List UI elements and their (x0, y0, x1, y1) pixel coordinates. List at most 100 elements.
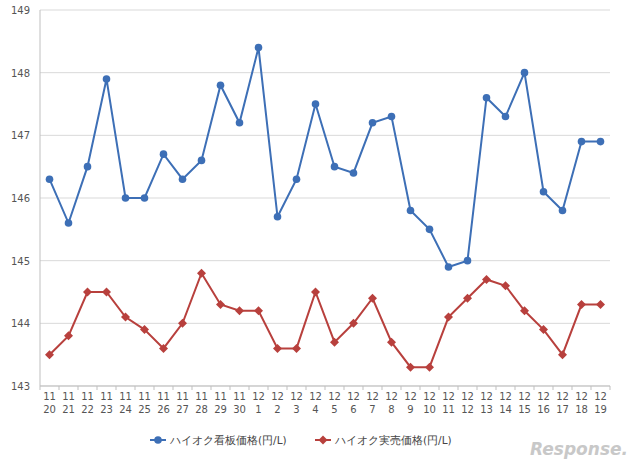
data-point (425, 363, 434, 372)
data-point (426, 226, 434, 234)
x-tick (477, 386, 478, 390)
x-tick (249, 386, 250, 390)
data-point (596, 300, 605, 309)
data-point (520, 306, 529, 315)
x-tick (610, 386, 611, 390)
chart: 1431441451461471481491120112111221123112… (0, 0, 640, 463)
y-tick-label: 143 (11, 381, 30, 392)
x-tick (534, 386, 535, 390)
x-tick-label: 124 (309, 391, 322, 415)
data-point (274, 213, 282, 221)
grid-line (40, 10, 610, 11)
x-tick-label: 129 (404, 391, 417, 415)
x-tick-label: 126 (347, 391, 360, 415)
x-tick-label: 1211 (442, 391, 455, 415)
data-point (217, 81, 225, 89)
legend-label: ハイオク実売価格(円/L) (334, 434, 452, 446)
data-point (539, 325, 548, 334)
x-tick-label: 122 (271, 391, 284, 415)
x-tick (59, 386, 60, 390)
x-tick (382, 386, 383, 390)
y-axis (40, 10, 41, 386)
y-tick-label: 145 (11, 256, 30, 267)
data-point (483, 94, 491, 102)
data-point (369, 119, 377, 127)
series-line (50, 273, 601, 367)
data-point (235, 306, 244, 315)
data-point (83, 288, 92, 297)
data-point (349, 319, 358, 328)
x-tick (572, 386, 573, 390)
data-point (236, 119, 244, 127)
x-tick (40, 386, 41, 390)
data-point (292, 344, 301, 353)
data-point (330, 338, 339, 347)
x-tick (306, 386, 307, 390)
legend: ハイオク看板価格(円/L)ハイオク実売価格(円/L) (150, 434, 452, 446)
x-tick-label: 127 (366, 391, 379, 415)
data-point (407, 207, 415, 215)
data-point (559, 207, 567, 215)
data-point (216, 300, 225, 309)
data-point (178, 319, 187, 328)
data-point (387, 338, 396, 347)
x-tick-label: 125 (328, 391, 341, 415)
data-point (501, 281, 510, 290)
data-point (84, 163, 92, 171)
x-tick (515, 386, 516, 390)
y-tick-label: 144 (11, 318, 30, 329)
x-tick-label: 1217 (556, 391, 569, 415)
x-tick (325, 386, 326, 390)
x-tick (591, 386, 592, 390)
x-tick (458, 386, 459, 390)
data-point (140, 325, 149, 334)
x-tick (268, 386, 269, 390)
x-tick-label: 123 (290, 391, 303, 415)
y-tick-label: 149 (11, 5, 30, 16)
data-point (255, 44, 263, 52)
data-point (121, 313, 130, 322)
data-point (311, 288, 320, 297)
data-point (388, 113, 396, 121)
x-tick (154, 386, 155, 390)
x-tick-label: 1127 (176, 391, 189, 415)
data-point (254, 306, 263, 315)
x-tick (230, 386, 231, 390)
x-tick-label: 1216 (537, 391, 550, 415)
data-point (540, 188, 548, 196)
x-tick-label: 1210 (423, 391, 436, 415)
x-tick-label: 1124 (119, 391, 132, 415)
x-tick (496, 386, 497, 390)
x-tick-label: 121 (252, 391, 265, 415)
x-tick (78, 386, 79, 390)
data-point (102, 288, 111, 297)
x-tick (173, 386, 174, 390)
x-tick (553, 386, 554, 390)
data-point (65, 219, 73, 227)
data-point (331, 163, 339, 171)
x-tick (401, 386, 402, 390)
data-point (160, 150, 168, 158)
y-tick-label: 146 (11, 193, 30, 204)
x-tick (211, 386, 212, 390)
x-tick-label: 1120 (43, 391, 56, 415)
x-tick-label: 1128 (195, 391, 208, 415)
data-point (444, 313, 453, 322)
data-point (46, 175, 54, 183)
plot-area (45, 44, 605, 372)
x-tick (439, 386, 440, 390)
data-point (64, 331, 73, 340)
x-tick-label: 1121 (62, 391, 75, 415)
x-tick (363, 386, 364, 390)
data-point (578, 138, 586, 146)
data-point (159, 344, 168, 353)
data-point (577, 300, 586, 309)
data-point (273, 344, 282, 353)
y-tick-label: 148 (11, 68, 30, 79)
x-tick-label: 1125 (138, 391, 151, 415)
x-tick (344, 386, 345, 390)
x-tick (135, 386, 136, 390)
series-line (50, 48, 601, 267)
data-point (141, 194, 149, 202)
data-point (406, 363, 415, 372)
